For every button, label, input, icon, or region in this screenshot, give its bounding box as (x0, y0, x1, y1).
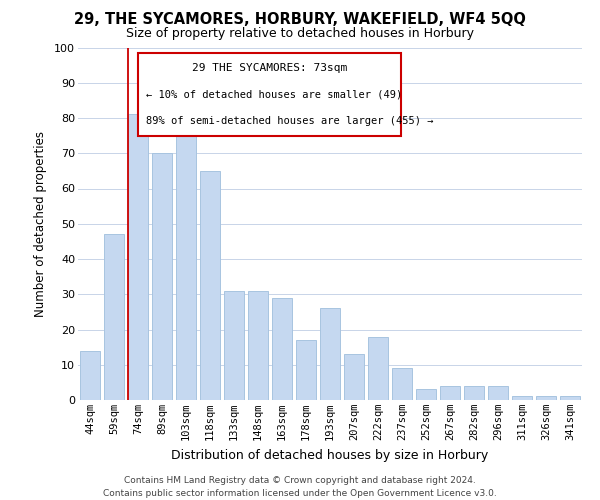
Bar (440, 386, 460, 400)
Text: 29, THE SYCAMORES, HORBURY, WAKEFIELD, WF4 5QQ: 29, THE SYCAMORES, HORBURY, WAKEFIELD, W… (74, 12, 526, 28)
Text: Contains HM Land Registry data © Crown copyright and database right 2024.
Contai: Contains HM Land Registry data © Crown c… (103, 476, 497, 498)
Bar (464, 386, 484, 400)
Bar (200, 171, 220, 400)
Bar (128, 114, 148, 400)
Bar (560, 396, 580, 400)
Bar (488, 386, 508, 400)
Bar (248, 290, 268, 400)
Bar (176, 132, 196, 400)
Y-axis label: Number of detached properties: Number of detached properties (34, 130, 47, 317)
Bar (152, 153, 172, 400)
Bar (512, 396, 532, 400)
Text: Size of property relative to detached houses in Horbury: Size of property relative to detached ho… (126, 28, 474, 40)
Text: 89% of semi-detached houses are larger (455) →: 89% of semi-detached houses are larger (… (146, 116, 434, 126)
Text: 29 THE SYCAMORES: 73sqm: 29 THE SYCAMORES: 73sqm (192, 62, 347, 72)
Text: ← 10% of detached houses are smaller (49): ← 10% of detached houses are smaller (49… (146, 89, 402, 99)
Bar (392, 368, 412, 400)
Bar (272, 298, 292, 400)
Bar (344, 354, 364, 400)
FancyBboxPatch shape (139, 53, 401, 136)
Bar (104, 234, 124, 400)
Bar (416, 390, 436, 400)
Bar (536, 396, 556, 400)
X-axis label: Distribution of detached houses by size in Horbury: Distribution of detached houses by size … (172, 448, 488, 462)
Bar (368, 336, 388, 400)
Bar (224, 290, 244, 400)
Bar (80, 350, 100, 400)
Bar (320, 308, 340, 400)
Bar (296, 340, 316, 400)
